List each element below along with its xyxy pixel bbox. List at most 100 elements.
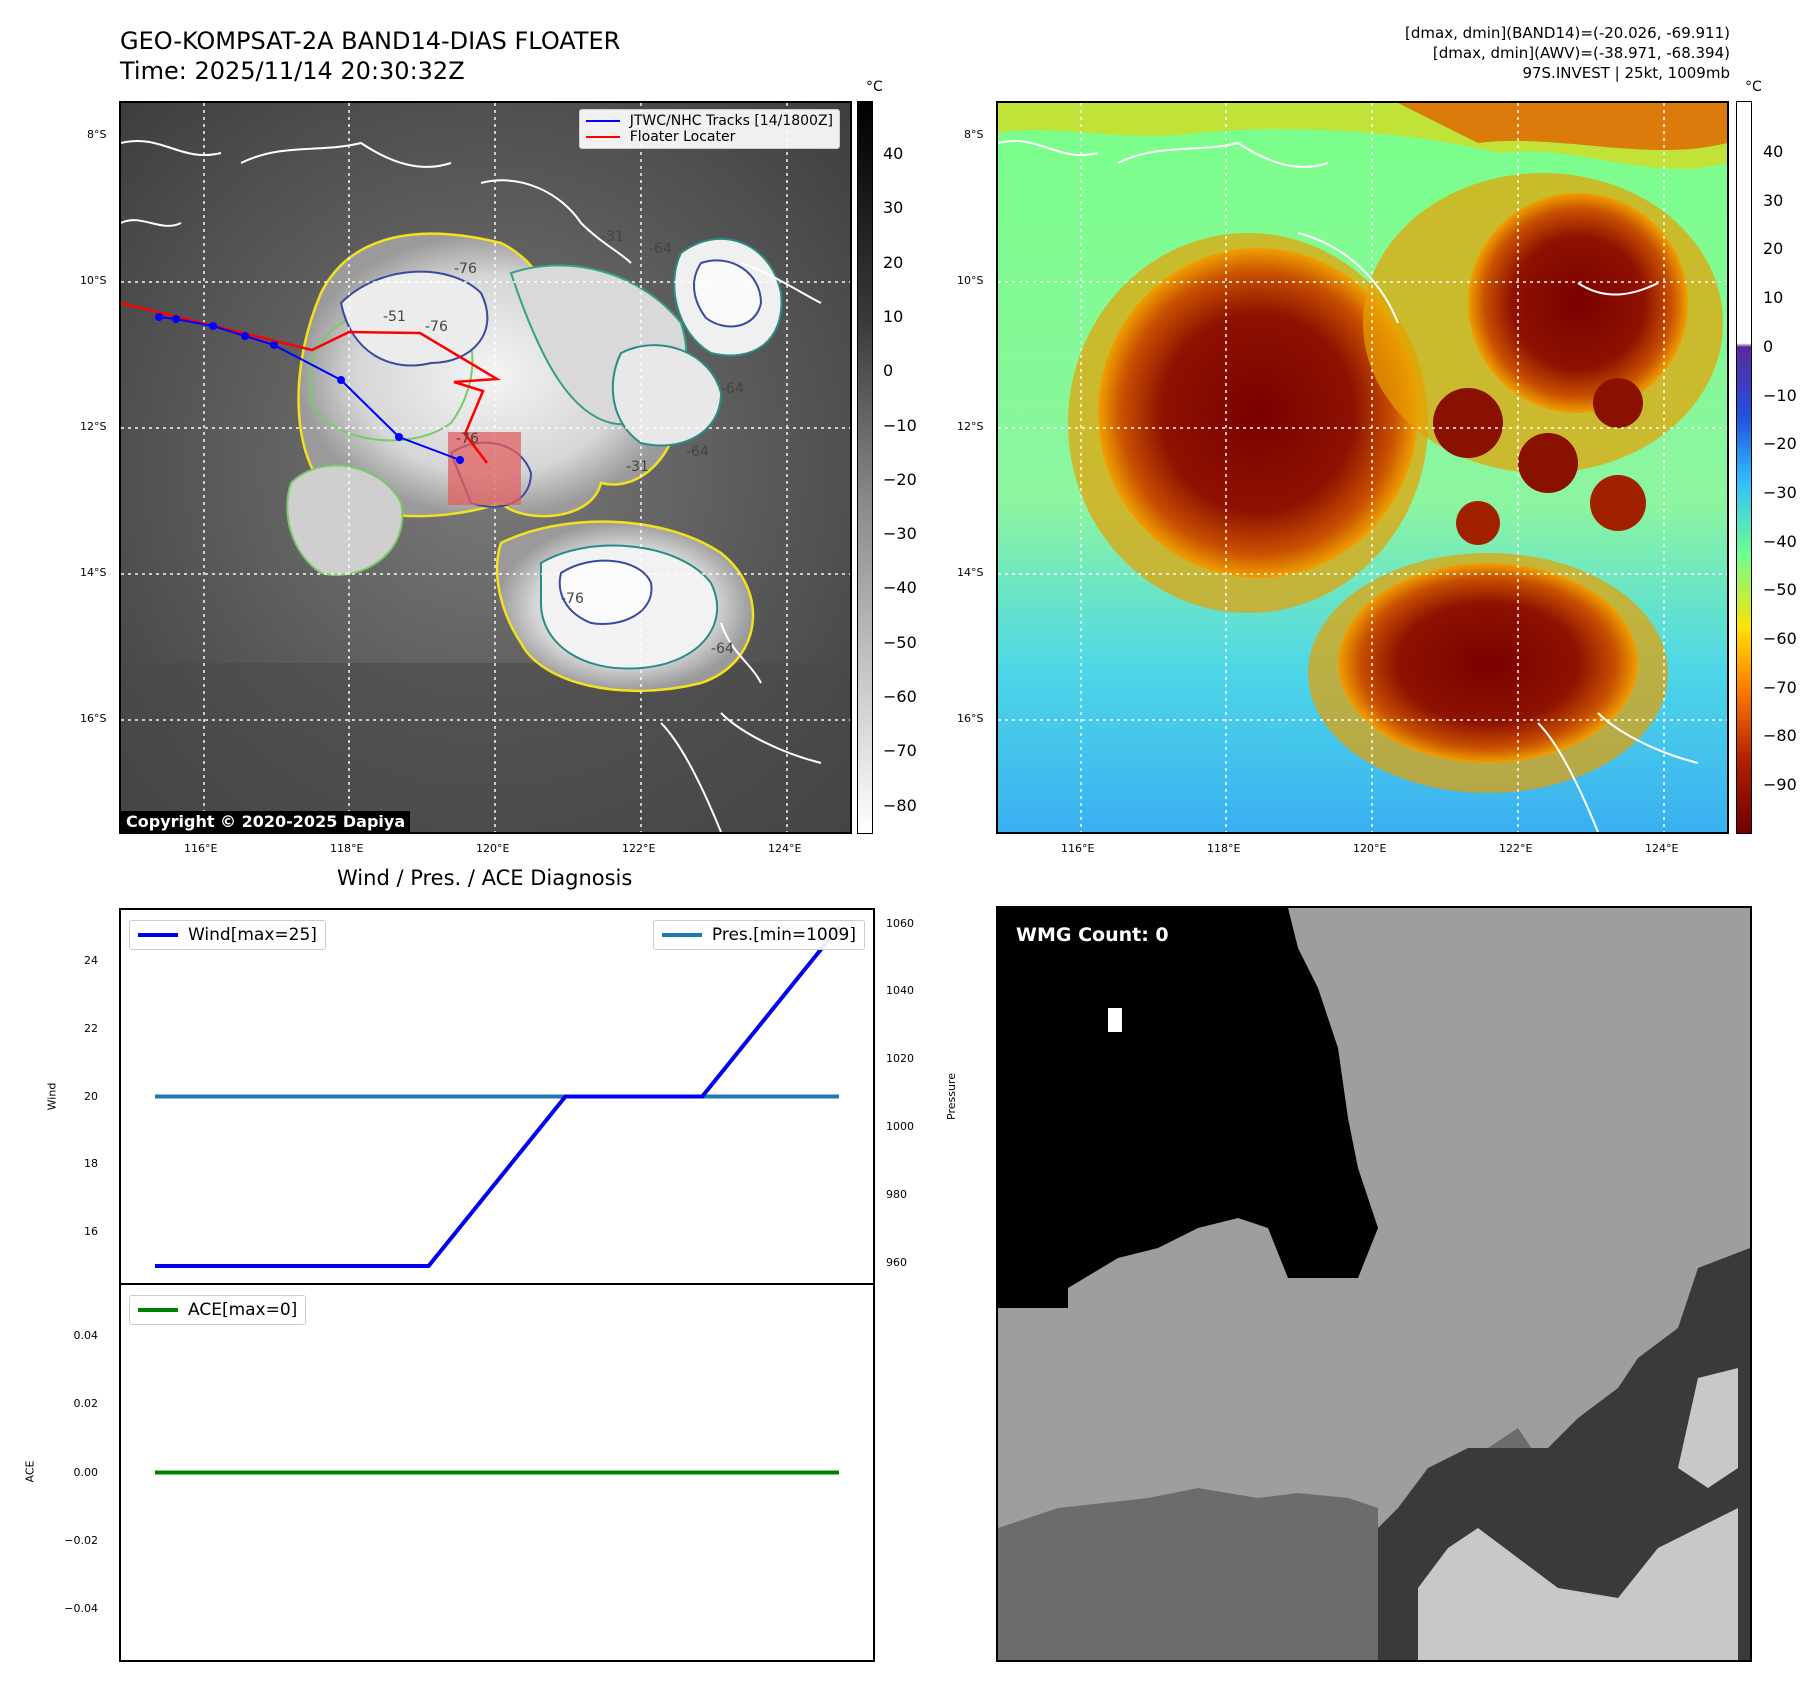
colorbar-left-tick: 30 [883, 198, 904, 218]
pressure-tick: 1040 [886, 984, 914, 998]
lon-label: 118°E [330, 842, 364, 855]
lon-label: 122°E [1499, 842, 1533, 855]
storm-info: 97S.INVEST | 25kt, 1009mb [1522, 64, 1730, 82]
lat-label: 14°S [80, 566, 107, 579]
lat-label: 16°S [80, 712, 107, 725]
pressure-tick: 1020 [886, 1052, 914, 1066]
colorbar-right-tick: 20 [1763, 239, 1784, 259]
wind-tick: 22 [84, 1021, 98, 1035]
pressure-legend: Pres.[min=1009] [652, 920, 865, 950]
wind-axis-label: Wind [45, 1082, 59, 1111]
map-legend: JTWC/NHC Tracks [14/1800Z] Floater Locat… [578, 109, 840, 149]
wind-tick: 16 [84, 1225, 98, 1239]
colorbar-left-tick: −60 [883, 687, 917, 706]
lat-label: 12°S [957, 420, 984, 433]
colorbar-left-tick: −70 [883, 741, 917, 761]
colorbar-left-tick: 10 [883, 306, 904, 326]
contour-label: -76 [454, 261, 477, 277]
track-swatch [585, 120, 620, 122]
chart-title: GEO-KOMPSAT-2A BAND14-DIAS FLOATER [120, 27, 621, 55]
colorbar-left-unit: °C [866, 79, 883, 95]
colorbar-right [1736, 101, 1752, 834]
colorbar-right-tick: 30 [1763, 190, 1784, 210]
lat-label: 16°S [957, 712, 984, 725]
colorbar-left-tick: −40 [883, 578, 917, 598]
contour-label: -31 [626, 459, 649, 475]
wind-pressure-panel: Wind[max=25] Pres.[min=1009] [119, 908, 875, 1285]
lon-label: 120°E [476, 842, 510, 855]
lat-label: 12°S [80, 420, 107, 433]
wmg-count: WMG Count: 0 [1016, 924, 1169, 946]
contour-label: -76 [456, 431, 479, 447]
colorbar-left-tick: −50 [883, 632, 917, 652]
lon-label: 118°E [1207, 842, 1241, 855]
wmg-image [998, 908, 1750, 1660]
floater-swatch [585, 136, 620, 138]
wind-tick: 24 [84, 953, 98, 967]
chart-timestamp: Time: 2025/11/14 20:30:32Z [120, 57, 465, 85]
wind-pressure-plot [155, 925, 841, 1268]
ace-axis-label: ACE [23, 1460, 37, 1483]
ace-plot [155, 1470, 839, 1475]
copyright-badge: Copyright © 2020-2025 Dapiya [121, 811, 411, 832]
colorbar-right-unit: °C [1745, 79, 1762, 95]
pressure-tick: 960 [886, 1255, 907, 1269]
colorbar-right-tick: −60 [1763, 629, 1797, 648]
contour-label: -31 [601, 229, 624, 245]
ace-tick: 0.04 [73, 1329, 99, 1343]
colorbar-left-tick: −10 [883, 415, 917, 435]
awv-map-image [998, 103, 1727, 832]
legend-item-tracks: JTWC/NHC Tracks [14/1800Z] [585, 113, 833, 129]
colorbar-right-tick: 40 [1763, 142, 1784, 161]
contour-label: -64 [711, 641, 734, 657]
contour-label: -64 [649, 241, 672, 257]
lat-label: 10°S [957, 274, 984, 287]
wind-tick: 18 [84, 1157, 98, 1171]
pressure-axis-label: Pressure [944, 1073, 958, 1120]
colorbar-right-tick: −40 [1763, 531, 1797, 551]
lon-label: 116°E [184, 842, 218, 855]
ace-legend: ACE[max=0] [129, 1295, 307, 1325]
ace-tick: −0.04 [64, 1601, 98, 1615]
colorbar-left-tick: −80 [883, 795, 917, 815]
lon-label: 124°E [768, 842, 802, 855]
pressure-tick: 1060 [886, 916, 914, 930]
ace-tick: −0.02 [64, 1533, 98, 1547]
contour-label: -51 [383, 309, 406, 325]
lon-label: 116°E [1061, 842, 1095, 855]
ace-tick: 0.00 [73, 1465, 99, 1479]
awv-map-panel [996, 101, 1729, 834]
pressure-swatch [661, 933, 702, 937]
jtwc-track-line [158, 316, 461, 461]
colorbar-left-tick: −30 [883, 524, 917, 544]
colorbar-right-tick: −30 [1763, 482, 1797, 502]
wind-series-line [155, 925, 841, 1268]
lat-label: 10°S [80, 274, 107, 287]
wind-swatch [138, 933, 178, 937]
ace-tick: 0.02 [73, 1397, 99, 1411]
diagnosis-title: Wind / Pres. / ACE Diagnosis [337, 866, 633, 890]
colorbar-right-tick: −70 [1763, 677, 1797, 697]
colorbar-right-tick: −90 [1763, 775, 1797, 795]
colorbar-right-tick: 0 [1763, 336, 1774, 356]
wind-tick: 20 [84, 1089, 98, 1103]
wind-legend: Wind[max=25] [129, 920, 326, 950]
colorbar-right-tick: −50 [1763, 580, 1797, 600]
colorbar-right-tick: 10 [1763, 288, 1784, 308]
colorbar-right-tick: −20 [1763, 434, 1797, 454]
ace-panel: ACE[max=0] [119, 1283, 875, 1662]
lon-label: 120°E [1353, 842, 1387, 855]
contour-label: -64 [686, 444, 709, 460]
lat-label: 8°S [964, 128, 984, 141]
pressure-tick: 980 [886, 1187, 907, 1201]
contour-label: -76 [425, 319, 448, 335]
floater-locater-line [121, 301, 502, 464]
lat-label: 8°S [87, 128, 107, 141]
ace-swatch [138, 1308, 178, 1312]
lon-label: 122°E [622, 842, 656, 855]
colorbar-left-tick: −20 [883, 469, 917, 489]
colorbar-right-tick: −10 [1763, 385, 1797, 405]
pressure-tick: 1000 [886, 1120, 914, 1134]
ir-map-image: -76 -51 -76 -64 -31 -64 -76 -64 -31 -76 … [121, 103, 850, 832]
colorbar-left-tick: 40 [883, 144, 904, 163]
